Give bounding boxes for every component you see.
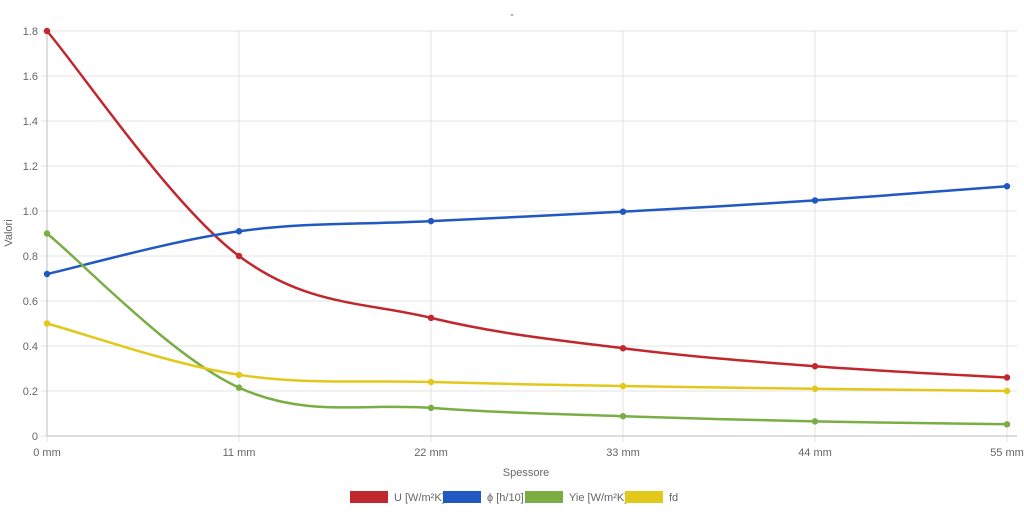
y-tick-label: 0.6 [23, 296, 38, 308]
x-tick-label: 55 mm [990, 447, 1024, 459]
legend-item[interactable]: U [W/m²K] [350, 491, 445, 504]
data-point[interactable] [1003, 387, 1011, 395]
series-line [46, 185, 1008, 276]
data-point[interactable] [811, 418, 819, 425]
data-point[interactable] [43, 320, 51, 327]
data-point[interactable] [811, 385, 819, 392]
data-point[interactable] [1003, 183, 1011, 190]
series-line [46, 232, 1008, 426]
data-point[interactable] [235, 371, 243, 378]
y-tick-label: 0.2 [23, 386, 38, 398]
y-tick-label: 0 [32, 431, 38, 443]
data-point[interactable] [235, 384, 243, 391]
data-point[interactable] [619, 413, 627, 420]
data-point[interactable] [427, 314, 435, 322]
data-point[interactable] [427, 404, 435, 412]
series-group [43, 27, 1011, 428]
legend-label: fd [669, 492, 678, 504]
data-point[interactable] [235, 252, 243, 260]
data-point[interactable] [235, 228, 243, 235]
series-2 [43, 230, 1011, 428]
y-tick-label: 1.0 [23, 206, 38, 218]
data-point[interactable] [619, 382, 627, 390]
y-tick-label: 1.4 [23, 116, 38, 128]
x-axis-ticks: 0 mm 11 mm 22 mm 33 mm 44 mm 55 mm [33, 447, 1024, 459]
x-tick-label: 0 mm [33, 447, 61, 459]
y-tick-label: 1.6 [23, 71, 38, 83]
legend-label: ϕ [h/10] [487, 492, 524, 504]
data-point[interactable] [1003, 374, 1011, 381]
x-tick-label: 44 mm [798, 447, 832, 459]
x-tick-label: 11 mm [223, 447, 256, 459]
series-0 [43, 27, 1011, 381]
legend-label: U [W/m²K] [394, 492, 445, 504]
legend-item[interactable]: ϕ [h/10] [443, 491, 524, 504]
series-line [46, 322, 1008, 393]
data-point[interactable] [811, 197, 819, 204]
series-3 [43, 320, 1011, 395]
grid-lines [41, 30, 1017, 442]
chart-title: - [510, 7, 514, 21]
y-tick-label: 0.8 [23, 251, 38, 263]
data-point[interactable] [43, 27, 51, 35]
data-point[interactable] [427, 217, 435, 225]
data-point[interactable] [811, 363, 819, 370]
y-tick-label: 1.2 [23, 161, 38, 173]
legend-swatch [443, 491, 481, 503]
y-axis-ticks: 0 0.2 0.4 0.6 0.8 1.0 1.2 1.4 1.6 1.8 [23, 26, 38, 443]
y-axis-title: Valori [3, 219, 15, 246]
data-point[interactable] [619, 208, 627, 215]
legend-item[interactable]: Yie [W/m²K] [525, 491, 627, 504]
legend-label: Yie [W/m²K] [569, 492, 627, 504]
x-tick-label: 33 mm [606, 447, 640, 459]
legend-swatch [625, 491, 663, 503]
data-point[interactable] [427, 378, 435, 386]
y-tick-label: 0.4 [23, 341, 38, 353]
data-point[interactable] [43, 230, 51, 237]
y-tick-label: 1.8 [23, 26, 38, 38]
data-point[interactable] [1003, 421, 1011, 428]
series-line [46, 30, 1008, 379]
legend-item[interactable]: fd [625, 491, 678, 504]
legend-swatch [525, 491, 563, 503]
x-axis-title: Spessore [503, 467, 549, 479]
legend-swatch [350, 491, 388, 503]
legend: U [W/m²K] ϕ [h/10] Yie [W/m²K] fd [350, 491, 678, 504]
x-tick-label: 22 mm [414, 447, 448, 459]
data-point[interactable] [43, 270, 51, 278]
series-1 [43, 183, 1011, 278]
data-point[interactable] [619, 345, 627, 352]
